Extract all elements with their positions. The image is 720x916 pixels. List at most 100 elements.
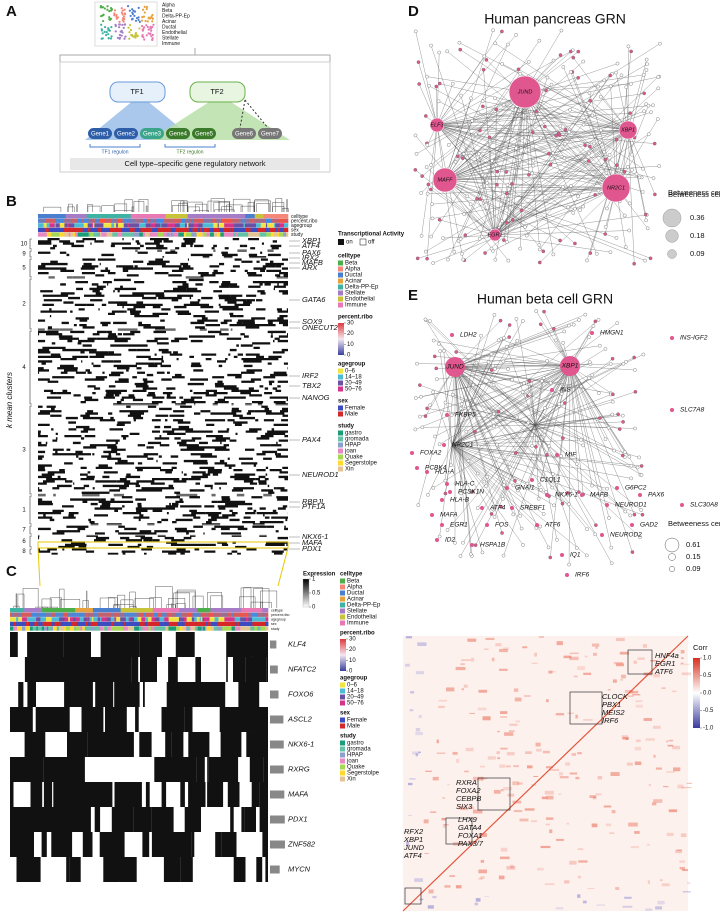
annotation-cell [202, 218, 206, 223]
node [431, 486, 436, 490]
annotation-cell [202, 612, 206, 617]
node [514, 146, 519, 151]
node [587, 91, 592, 95]
corr-cell [569, 860, 577, 865]
corr-cell [441, 817, 446, 821]
label: SOX9 [302, 317, 323, 326]
label: ID2 [445, 537, 456, 544]
node [511, 483, 516, 488]
node [470, 118, 475, 123]
node [569, 184, 573, 188]
corr-cell [465, 747, 474, 752]
annotation-cell [220, 612, 224, 617]
annotation-cell [261, 612, 264, 617]
corr-cell [512, 781, 520, 786]
annotation-cell [38, 223, 40, 228]
node [423, 317, 428, 322]
label: EGR1 [655, 659, 675, 668]
node [653, 192, 657, 197]
annotation-cell [154, 626, 157, 631]
node [478, 197, 482, 201]
corr-cell [681, 672, 692, 676]
annotation-cell [174, 617, 180, 622]
annotation-cell [133, 232, 140, 237]
annotation-cell [98, 612, 104, 617]
node [593, 192, 597, 197]
label: ATF4 [403, 851, 422, 860]
annotation-cell [168, 617, 175, 622]
node [623, 509, 628, 514]
corr-cell [628, 822, 638, 827]
node [629, 82, 633, 86]
num-bar [270, 790, 285, 799]
annotation-cell [247, 612, 252, 617]
node [477, 151, 481, 156]
node [445, 413, 449, 417]
corr-cell [409, 709, 414, 712]
annotation-cell [42, 608, 76, 613]
label: joan [346, 759, 358, 765]
node [485, 523, 489, 527]
annotation-cell [86, 214, 111, 219]
panel-letter: D [408, 3, 419, 20]
annotation-cell [98, 232, 101, 237]
node [425, 143, 430, 147]
annotation-cell [59, 626, 64, 631]
annotation-cell [45, 617, 52, 622]
annotation-cell [152, 608, 180, 613]
annotation-cell [222, 227, 224, 233]
label: PDX1 [302, 544, 322, 553]
label: LHX9 [458, 815, 478, 824]
annotation-cell [104, 626, 108, 631]
node [558, 238, 562, 243]
label: MAFA [440, 512, 458, 519]
node [568, 107, 572, 112]
label: IRF6 [602, 716, 619, 725]
corr-cell [622, 905, 633, 908]
annotation-cell [144, 223, 147, 228]
annotation-cell [209, 617, 213, 622]
legend-swatch [338, 266, 343, 272]
corr-cell [630, 846, 639, 849]
corr-cell [626, 762, 633, 766]
annotation-cell [119, 227, 122, 233]
annotation-cell [55, 612, 60, 617]
label: Beta [345, 261, 358, 267]
node [437, 342, 441, 346]
annotation-cell [190, 626, 196, 631]
annotation-cell [18, 617, 23, 622]
annotation-cell [239, 223, 244, 228]
node [536, 496, 541, 501]
annotation-cell [32, 617, 37, 622]
node [592, 141, 596, 146]
corr-cell [531, 662, 538, 664]
annotation-cell [89, 617, 93, 622]
annotation-cell [206, 621, 208, 627]
node [416, 503, 421, 507]
node [482, 479, 487, 484]
annotation-cell [224, 218, 230, 223]
label: TF2 regulon [177, 149, 204, 155]
node [522, 381, 526, 386]
node [643, 258, 647, 263]
annotation-cell [201, 227, 205, 233]
annotation-cell [135, 612, 139, 617]
label: FKBP5 [455, 412, 476, 419]
annotation-cell [265, 223, 268, 228]
umap-dot [141, 15, 144, 19]
corr-cell [682, 891, 691, 893]
annotation-cell [73, 232, 76, 237]
label: FOS [495, 522, 509, 529]
corr-cell [515, 720, 521, 723]
corr-cell [455, 885, 462, 889]
annotation-cell [283, 223, 289, 228]
node [477, 237, 482, 241]
annotation-cell [215, 612, 222, 617]
corr-cell [633, 660, 637, 664]
annotation-cell [170, 232, 174, 237]
bracket [59, 48, 331, 62]
label: study [271, 627, 280, 631]
legend-swatch [338, 290, 343, 296]
annotation-cell [277, 218, 282, 223]
annotation-cell [16, 617, 19, 622]
